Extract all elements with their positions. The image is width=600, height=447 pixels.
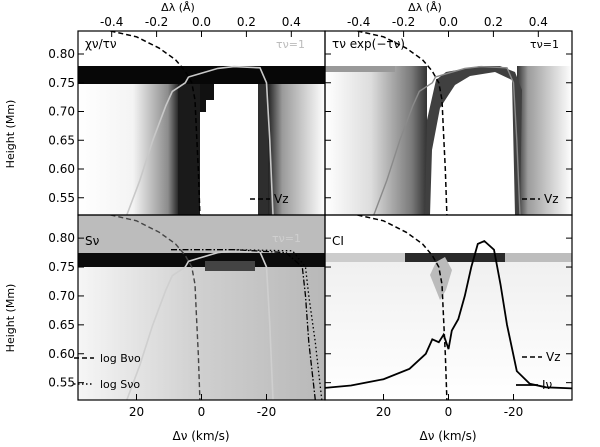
- vz-curve-top-right: [357, 31, 448, 215]
- vz-curve-bottom-left: [110, 215, 201, 400]
- tau1-curve-top-left: [126, 65, 274, 215]
- legend-logS: log Sνo: [100, 378, 140, 391]
- legend-logB: log Bνo: [100, 352, 141, 365]
- tick-label: 0.80: [48, 47, 75, 61]
- panel-bottom-left: [78, 215, 325, 400]
- tick-label: 0.4: [529, 15, 548, 29]
- tick-label: -0.2: [145, 15, 168, 29]
- tick-label: 20: [129, 405, 144, 419]
- tick-label: 0.4: [282, 15, 301, 29]
- panel-title-top-right: τν exp(−τν): [332, 37, 405, 51]
- tau1-curve-bottom-left: [126, 249, 274, 400]
- tick-label: 0.75: [48, 260, 75, 274]
- panel-bottom-right: [325, 215, 572, 400]
- tick-label: 0.55: [48, 376, 75, 390]
- top-axis-label-right: Δλ (Å): [408, 1, 442, 14]
- tick-label: 0.60: [48, 162, 75, 176]
- tick-label: 0.0: [192, 15, 211, 29]
- tau-label-top-left: τν=1: [276, 38, 305, 51]
- tick-label: 0.60: [48, 347, 75, 361]
- tick-label: 0.70: [48, 289, 75, 303]
- curve-layer: [110, 31, 572, 400]
- bottom-axis-label-left: Δν (km/s): [172, 429, 229, 443]
- legend-vz-bottom-right: Vz: [546, 350, 561, 364]
- tau-label-bottom-left: τν=1: [272, 232, 301, 245]
- tick-label: 0.65: [48, 318, 75, 332]
- tick-layer: -0.4 -0.2 0.0 0.2 0.4 -0.4 -0.2 0.0 0.2 0.4 20 0 -20…: [48, 15, 572, 419]
- tick-label: 0.80: [48, 231, 75, 245]
- panel-title-bottom-right: CI: [332, 234, 344, 248]
- tick-label: -0.4: [100, 15, 123, 29]
- panel-top-left: [78, 31, 325, 215]
- legend-vz-top-left: Vz: [274, 192, 289, 206]
- panel-title-top-left: χν/τν: [85, 37, 117, 51]
- top-axis-label-left: Δλ (Å): [161, 1, 195, 14]
- tick-label: 0: [445, 405, 453, 419]
- tick-label: 0.70: [48, 105, 75, 119]
- tick-label: 0.55: [48, 191, 75, 205]
- legend-vz-top-right: Vz: [544, 192, 559, 206]
- tick-label: 20: [376, 405, 391, 419]
- tick-label: 0.75: [48, 76, 75, 90]
- tick-label: 0: [198, 405, 206, 419]
- tick-label: 0.2: [237, 15, 256, 29]
- logS-curve: [233, 249, 323, 400]
- panel-top-right: [325, 31, 572, 215]
- bottom-axis-label-right: Δν (km/s): [419, 429, 476, 443]
- tick-label: -20: [504, 405, 524, 419]
- tau-label-top-right: τν=1: [530, 38, 559, 51]
- intensity-profile-curve: [325, 239, 572, 390]
- panel-title-bottom-left: Sν: [85, 234, 100, 248]
- tick-label: 0.65: [48, 133, 75, 147]
- tick-label: -20: [257, 405, 277, 419]
- y-axis-label-top: Height (Mm): [4, 100, 17, 169]
- y-axis-label-bottom: Height (Mm): [4, 284, 17, 353]
- legend-iv: Iν: [542, 378, 553, 392]
- tick-label: 0.0: [439, 15, 458, 29]
- vz-curve-top-left: [110, 31, 201, 215]
- tau1-curve-top-right: [373, 65, 521, 215]
- tick-label: 0.2: [484, 15, 503, 29]
- tick-label: -0.4: [347, 15, 370, 29]
- tick-label: -0.2: [392, 15, 415, 29]
